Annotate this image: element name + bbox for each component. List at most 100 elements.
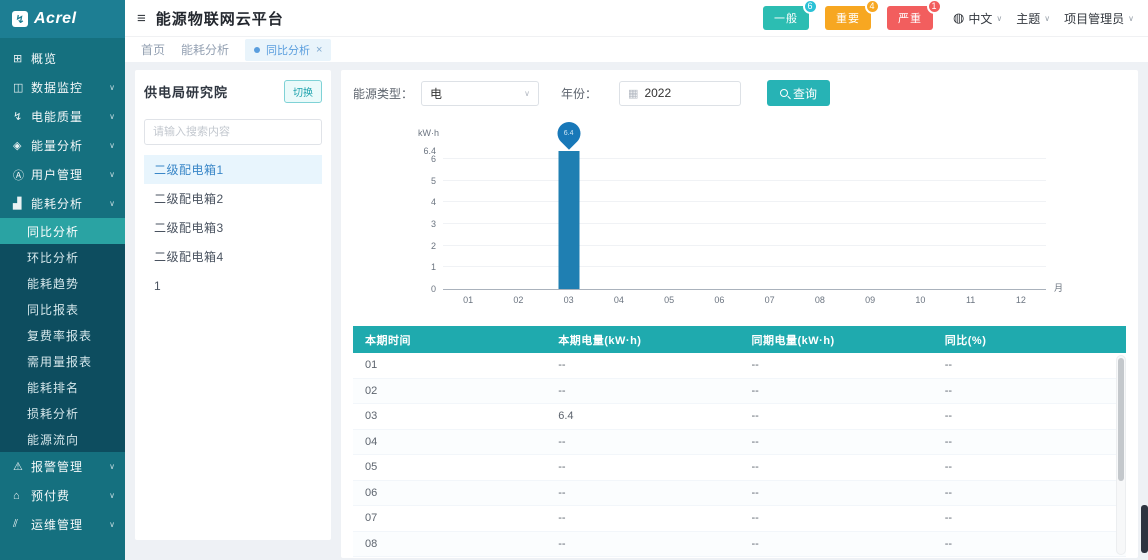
sidebar-subitem[interactable]: 同比分析 — [0, 218, 125, 244]
table-cell: -- — [944, 461, 953, 474]
table-cell: 01 — [365, 359, 378, 372]
chevron-down-icon: ∨ — [1044, 13, 1051, 23]
page-scrollbar-thumb[interactable] — [1141, 505, 1148, 553]
tree-item[interactable]: 二级配电箱3 — [154, 221, 224, 235]
acrel-logo-icon: ↯ — [12, 11, 28, 27]
y-axis-tick-label: 0 — [430, 284, 436, 294]
table-cell: 06 — [365, 486, 378, 499]
breadcrumb-section[interactable]: 能耗分析 — [181, 43, 230, 57]
chart-gridline — [443, 158, 1046, 160]
alarm-pill-1[interactable]: 一般 6 — [763, 0, 819, 30]
chart-bar[interactable] — [558, 150, 580, 289]
sidebar-subitem[interactable]: 损耗分析 — [27, 406, 80, 421]
sidebar-item-label: 运维管理 — [31, 518, 84, 532]
sidebar-item-label: 预付费 — [31, 489, 71, 503]
tab-tongbi-analysis[interactable]: 同比分析 × — [245, 38, 332, 61]
tree-item[interactable]: 二级配电箱4 — [154, 250, 224, 264]
year-picker[interactable]: ▦ 2022 — [619, 80, 742, 106]
sidebar-subitem[interactable]: 能耗趋势 — [27, 276, 80, 291]
x-axis-tick-label: 01 — [463, 295, 474, 305]
calendar-icon: ▦ — [628, 87, 639, 100]
sidebar-item-alarm-management[interactable]: ⚠ 报警管理 ∨ — [0, 452, 125, 481]
analysis-panel: 能源类型： 电 ∨ 年份： ▦ 2022 查询 — [341, 70, 1138, 558]
sidebar-submenu-consumption-analysis: 同比分析环比分析能耗趋势同比报表复费率报表需用量报表能耗排名损耗分析能源流向 — [0, 218, 125, 452]
x-axis-tick-label: 10 — [915, 295, 926, 305]
x-axis-tick-label: 09 — [865, 295, 876, 305]
chart-plot-area: kW·h 月 0 1 2 3 4 5 6 6.4 01 02 03 6.4 04 05 06 07 08 09 10 11… — [418, 116, 1063, 305]
theme-switcher[interactable]: 主题 ∨ — [1016, 10, 1050, 27]
chart-gridline — [443, 179, 1046, 181]
alarm-count-badge: 1 — [927, 0, 943, 14]
alarm-pill-3[interactable]: 严重 1 — [887, 0, 943, 30]
prepay-icon: ⌂ — [13, 489, 20, 502]
table-row[interactable]: 04 -- -- -- — [353, 429, 1126, 455]
sidebar-item-power-quality[interactable]: ↯ 电能质量 ∨ — [0, 102, 125, 131]
table-row[interactable]: 02 -- -- -- — [353, 378, 1126, 404]
table-row[interactable]: 05 -- -- -- — [353, 455, 1126, 481]
sidebar-item-data-monitor[interactable]: ◫ 数据监控 ∨ — [0, 73, 125, 102]
table-body: 01 -- -- -- 02 -- -- -- 03 6.4 -- -- 04 -- -- -- 05 -- -- -… — [353, 353, 1126, 560]
table-header-cell: 本期电量(kW·h) — [558, 334, 642, 347]
sidebar-subitem[interactable]: 能耗排名 — [27, 380, 80, 395]
sidebar-item-prepay[interactable]: ⌂ 预付费 ∨ — [0, 481, 125, 510]
sidebar-item-energy-analysis[interactable]: ◈ 能量分析 ∨ — [0, 131, 125, 160]
sidebar-item-ops-management[interactable]: ⫽ 运维管理 ∨ — [0, 510, 125, 539]
table-row[interactable]: 07 -- -- -- — [353, 506, 1126, 532]
sidebar-subitem[interactable]: 环比分析 — [27, 250, 80, 265]
alarm-icon: ⚠ — [13, 461, 23, 473]
energy-icon: ◈ — [13, 140, 22, 152]
acrel-logo: ↯ Acrel — [0, 0, 125, 38]
chart-gridline — [443, 244, 1046, 246]
x-axis-unit-label: 月 — [1054, 283, 1064, 293]
x-axis-tick-label: 04 — [613, 295, 624, 305]
user-name: 项目管理员 — [1064, 11, 1125, 26]
y-axis-tick-label: 6 — [430, 154, 436, 165]
language-switcher[interactable]: ◍ 中文 ∨ — [953, 10, 1002, 27]
sidebar-subitem[interactable]: 同比报表 — [27, 302, 80, 317]
sidebar-subitem[interactable]: 复费率报表 — [27, 328, 93, 343]
x-axis-tick-label: 06 — [714, 295, 725, 305]
tab-label: 同比分析 — [266, 44, 311, 57]
query-button[interactable]: 查询 — [767, 80, 831, 106]
sidebar-subitem[interactable]: 能源流向 — [27, 432, 80, 447]
table-row[interactable]: 03 6.4 -- -- — [353, 404, 1126, 430]
sidebar-item-user-management[interactable]: Ⓐ 用户管理 ∨ — [0, 160, 125, 189]
monitor-icon: ◫ — [13, 82, 24, 94]
switch-button[interactable]: 切换 — [284, 80, 322, 103]
table-cell: -- — [944, 486, 953, 499]
close-icon[interactable]: × — [316, 43, 323, 56]
alarm-pill-2[interactable]: 重要 4 — [825, 0, 881, 30]
search-icon — [780, 89, 789, 97]
tree-item[interactable]: 二级配电箱2 — [154, 192, 224, 206]
sidebar-item-overview[interactable]: ⊞ 概览 — [0, 44, 125, 73]
table-cell: -- — [558, 486, 566, 499]
table-scrollbar-thumb[interactable] — [1118, 358, 1124, 481]
table-row[interactable]: 08 -- -- -- — [353, 531, 1126, 557]
table-row[interactable]: 06 -- -- -- — [353, 480, 1126, 506]
table-cell: -- — [558, 512, 566, 525]
table-row[interactable]: 01 -- -- -- — [353, 353, 1126, 379]
tree-item[interactable]: 二级配电箱1 — [144, 155, 322, 184]
energy-type-select[interactable]: 电 ∨ — [421, 80, 540, 106]
collapse-sidebar-icon[interactable]: ≡ — [137, 9, 146, 27]
device-tree-panel: 供电局研究院 切换 二级配电箱1 二级配电箱2 二级配电箱3 二级配电箱4 1 — [135, 70, 331, 540]
chart-marker-pin: 6.4 — [552, 116, 585, 150]
table-cell: -- — [751, 486, 759, 499]
sidebar-item-consumption-analysis[interactable]: ▟ 能耗分析 ∨ — [0, 189, 125, 218]
chevron-down-icon: ∨ — [109, 491, 115, 500]
table-cell: -- — [944, 435, 953, 448]
top-header: ≡ 能源物联网云平台 一般 6 重要 4 严重 1 ◍ 中文 ∨ 主题 ∨ 项目管理员 ∨ — [125, 0, 1148, 36]
tree-item[interactable]: 1 — [154, 278, 162, 293]
sidebar-nav: ⊞ 概览 ◫ 数据监控 ∨ ↯ 电能质量 ∨ ◈ 能量分析 ∨ Ⓐ 用户管理 ∨ ▟ 能耗分析 ∨ 同比分析环比分… — [0, 38, 125, 560]
breadcrumb-home[interactable]: 首页 — [141, 43, 166, 57]
y-axis-tick-label: 2 — [430, 240, 436, 251]
table-cell: 02 — [365, 384, 378, 397]
tree-search-input[interactable] — [144, 119, 322, 145]
power-quality-icon: ↯ — [13, 111, 23, 123]
y-axis-tick-label: 5 — [430, 175, 436, 186]
table-cell: -- — [751, 461, 759, 474]
y-axis-tick-label: 3 — [430, 219, 436, 230]
sidebar-subitem[interactable]: 需用量报表 — [27, 354, 93, 369]
table-cell: -- — [944, 359, 953, 372]
user-menu[interactable]: 项目管理员 ∨ — [1064, 10, 1134, 27]
